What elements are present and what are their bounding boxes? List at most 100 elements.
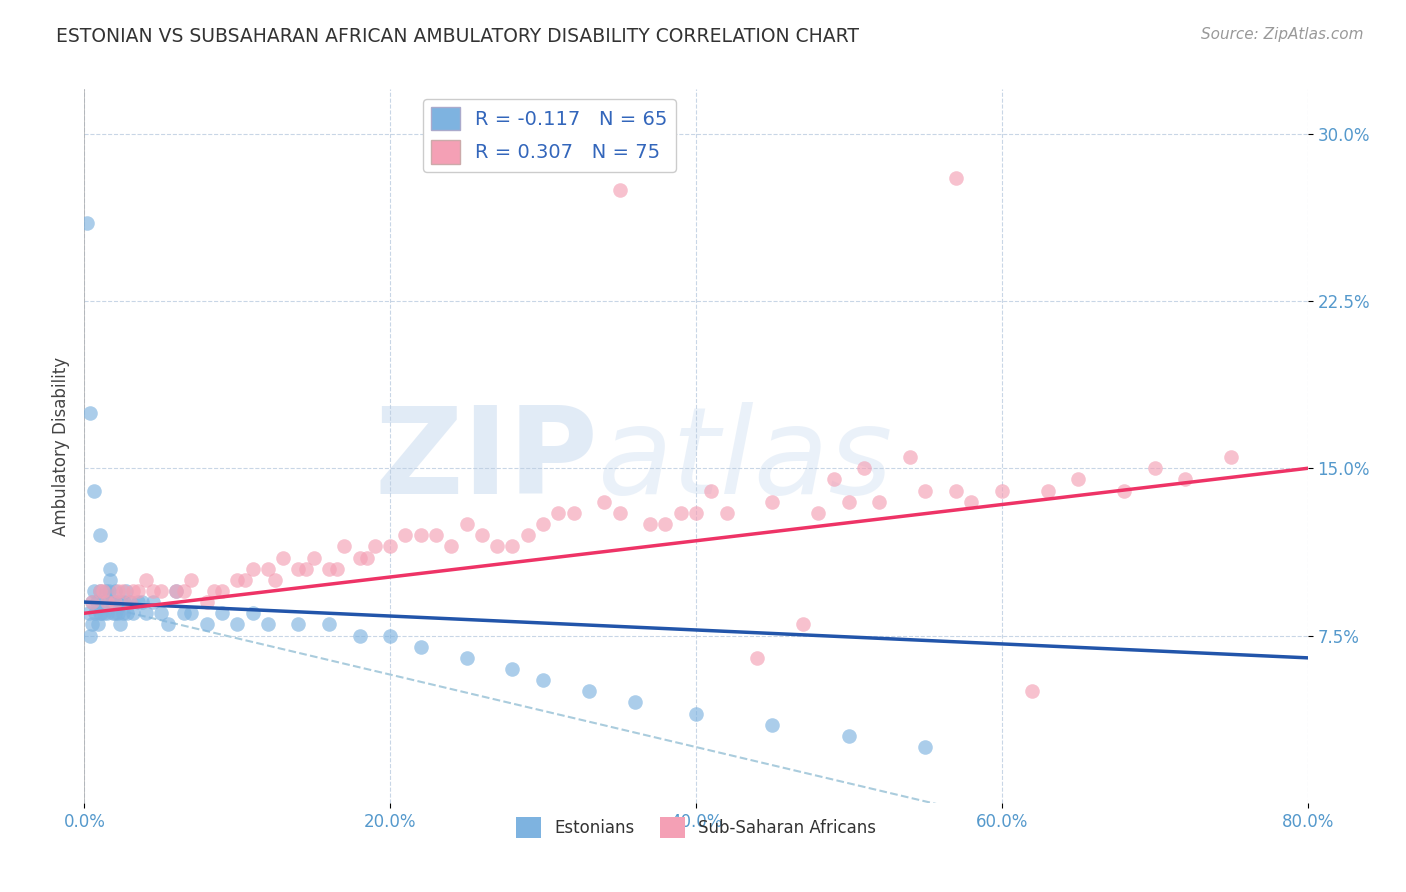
Point	[700, 483, 723, 498]
Point	[960, 494, 983, 508]
Point	[914, 740, 936, 755]
Point	[1021, 684, 1043, 698]
Point	[761, 494, 783, 508]
Point	[195, 595, 218, 609]
Point	[287, 617, 309, 632]
Point	[107, 607, 129, 621]
Point	[838, 494, 860, 508]
Point	[264, 573, 287, 587]
Point	[94, 583, 117, 598]
Point	[456, 516, 478, 531]
Point	[409, 528, 432, 542]
Point	[165, 583, 187, 598]
Point	[89, 583, 111, 598]
Point	[609, 506, 631, 520]
Point	[122, 583, 145, 598]
Point	[295, 562, 318, 576]
Point	[257, 562, 280, 576]
Point	[547, 506, 569, 520]
Point	[83, 583, 105, 598]
Point	[79, 405, 101, 419]
Point	[716, 506, 738, 520]
Point	[211, 583, 233, 598]
Point	[142, 583, 165, 598]
Point	[471, 528, 494, 542]
Text: Source: ZipAtlas.com: Source: ZipAtlas.com	[1201, 27, 1364, 42]
Point	[1114, 483, 1136, 498]
Point	[898, 450, 921, 464]
Point	[456, 651, 478, 665]
Point	[77, 607, 100, 621]
Point	[76, 216, 98, 230]
Point	[93, 607, 115, 621]
Point	[127, 583, 149, 598]
Point	[104, 607, 127, 621]
Legend: Estonians, Sub-Saharan Africans: Estonians, Sub-Saharan Africans	[509, 811, 883, 845]
Point	[202, 583, 225, 598]
Point	[111, 607, 134, 621]
Point	[761, 717, 783, 731]
Point	[380, 628, 402, 642]
Point	[1143, 461, 1166, 475]
Point	[108, 617, 131, 632]
Point	[131, 595, 153, 609]
Point	[593, 494, 616, 508]
Point	[180, 607, 202, 621]
Point	[271, 550, 294, 565]
Point	[440, 539, 463, 553]
Point	[96, 595, 118, 609]
Point	[127, 595, 149, 609]
Point	[233, 573, 256, 587]
Point	[149, 607, 172, 621]
Point	[195, 617, 218, 632]
Point	[945, 483, 967, 498]
Point	[869, 494, 891, 508]
Point	[638, 516, 661, 531]
Point	[747, 651, 769, 665]
Point	[1067, 472, 1090, 486]
Point	[302, 550, 325, 565]
Point	[853, 461, 876, 475]
Point	[914, 483, 936, 498]
Point	[287, 562, 309, 576]
Y-axis label: Ambulatory Disability: Ambulatory Disability	[52, 357, 70, 535]
Point	[349, 628, 371, 642]
Point	[89, 607, 111, 621]
Point	[122, 607, 145, 621]
Point	[111, 583, 134, 598]
Point	[945, 171, 967, 186]
Point	[333, 539, 356, 553]
Point	[211, 607, 233, 621]
Point	[101, 595, 124, 609]
Point	[96, 607, 118, 621]
Point	[792, 617, 814, 632]
Point	[80, 595, 103, 609]
Point	[823, 472, 845, 486]
Point	[380, 539, 402, 553]
Point	[1220, 450, 1243, 464]
Point	[87, 617, 110, 632]
Point	[97, 583, 120, 598]
Point	[685, 706, 707, 721]
Point	[531, 516, 554, 531]
Point	[257, 617, 280, 632]
Point	[110, 595, 132, 609]
Point	[425, 528, 447, 542]
Point	[157, 617, 180, 632]
Text: atlas: atlas	[598, 401, 893, 519]
Point	[98, 562, 121, 576]
Point	[486, 539, 509, 553]
Point	[91, 595, 114, 609]
Point	[90, 607, 112, 621]
Point	[562, 506, 585, 520]
Point	[609, 182, 631, 196]
Point	[502, 662, 524, 676]
Point	[120, 595, 142, 609]
Point	[1036, 483, 1059, 498]
Point	[349, 550, 371, 565]
Point	[104, 583, 127, 598]
Point	[242, 562, 264, 576]
Point	[114, 583, 136, 598]
Point	[165, 583, 187, 598]
Point	[173, 607, 195, 621]
